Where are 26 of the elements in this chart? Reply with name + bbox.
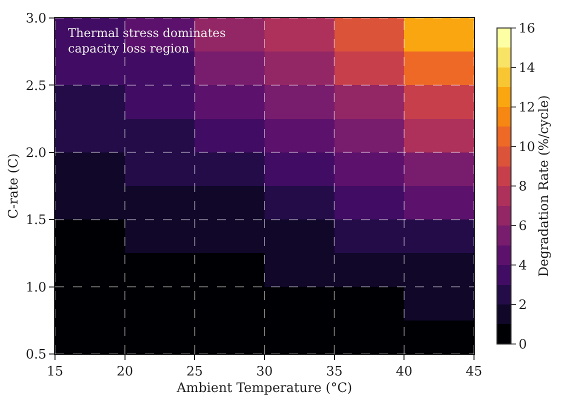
color-bar-label: 10 [518,140,536,156]
x-tick-label: 15 [46,364,64,380]
x-tick-label: 30 [256,364,273,380]
color-bar-label: 8 [518,180,527,195]
x-axis-title: Ambient Temperature (°C) [176,381,352,396]
color-bar-label: 6 [518,219,527,234]
color-bar-label: 0 [518,338,527,353]
y-tick-label: 2.5 [26,78,46,94]
x-tick-label: 35 [326,364,343,380]
y-tick-label: 3.0 [26,12,46,27]
y-tick-label: 1.5 [26,213,46,228]
x-tick-label: 45 [466,364,482,380]
y-tick-label: 0.5 [26,348,46,363]
color-bar-label: 4 [518,258,527,274]
x-tick-label: 20 [116,364,134,380]
color-bar-label: 12 [518,100,536,116]
y-tick-label: 2.0 [26,146,46,161]
x-tick-label: 25 [186,364,203,380]
y-tick-label: 1.0 [26,280,46,296]
x-tick-label: 40 [396,364,412,380]
color-bar-label: 14 [518,61,536,76]
color-bar-title: Degradation Rate (%/cycle) [537,95,552,277]
y-axis-title: C-rate (C) [6,153,22,219]
annotation: Thermal stress dominates capacity loss region [68,26,226,56]
color-bar-label: 2 [518,298,527,314]
color-bar-label: 16 [518,22,536,37]
